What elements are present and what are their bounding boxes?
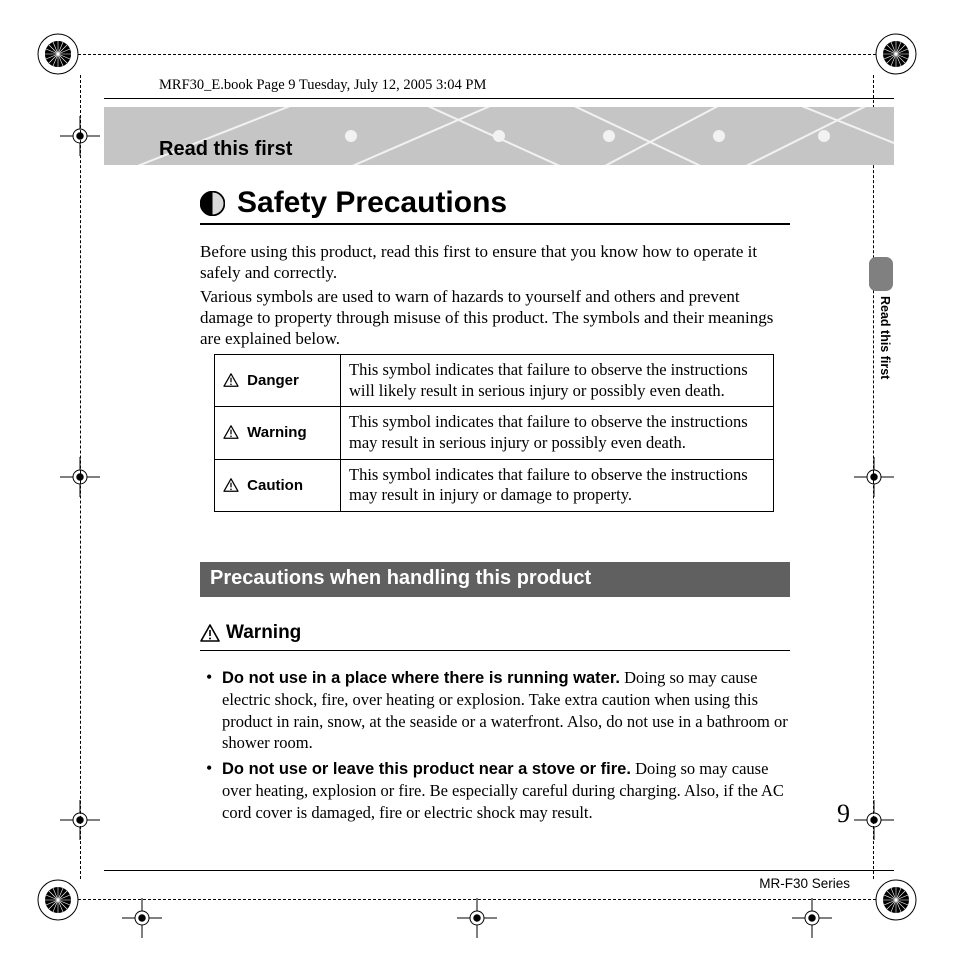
crop-guide	[78, 899, 876, 900]
list-item: Do not use or leave this product near a …	[200, 758, 790, 823]
intro-p1: Before using this product, read this fir…	[200, 241, 790, 284]
list-item: Do not use in a place where there is run…	[200, 667, 790, 754]
page-number: 9	[837, 799, 850, 829]
warning-lead: Do not use or leave this product near a …	[222, 760, 631, 778]
table-row: Warning This symbol indicates that failur…	[215, 407, 774, 459]
symbol-desc-cell: This symbol indicates that failure to ob…	[341, 459, 774, 511]
crop-mark-icon	[854, 457, 894, 497]
page-title: Safety Precautions	[237, 186, 507, 220]
footer-rule	[104, 870, 894, 871]
table-row: Danger This symbol indicates that failure…	[215, 355, 774, 407]
crop-guide	[80, 75, 81, 879]
crop-mark-icon	[792, 898, 832, 938]
symbol-label: Caution	[247, 477, 303, 494]
symbol-table: Danger This symbol indicates that failure…	[214, 354, 774, 512]
intro-text: Before using this product, read this fir…	[200, 241, 790, 349]
thumb-tab-label: Read this first	[878, 296, 892, 379]
series-label: MR-F30 Series	[759, 876, 850, 891]
header-rule	[104, 98, 894, 99]
registration-mark-icon	[36, 878, 80, 922]
warning-rule	[200, 650, 790, 651]
registration-mark-icon	[874, 32, 918, 76]
symbol-desc-cell: This symbol indicates that failure to ob…	[341, 407, 774, 459]
crop-mark-icon	[457, 898, 497, 938]
page-title-row: Safety Precautions	[200, 186, 507, 220]
symbol-label: Danger	[247, 372, 299, 389]
warning-triangle-icon	[200, 624, 220, 642]
banner-label: Read this first	[159, 138, 292, 161]
symbol-label: Warning	[247, 424, 306, 441]
crop-guide	[78, 54, 876, 55]
symbol-label-cell: Caution	[215, 459, 341, 511]
symbol-desc-cell: This symbol indicates that failure to ob…	[341, 355, 774, 407]
warning-heading-text: Warning	[226, 622, 301, 644]
table-row: Caution This symbol indicates that failur…	[215, 459, 774, 511]
section-heading-bar: Precautions when handling this product	[200, 562, 790, 597]
registration-mark-icon	[874, 878, 918, 922]
section-banner: Read this first	[104, 107, 894, 165]
warning-heading: Warning	[200, 622, 301, 644]
crop-guide	[873, 75, 874, 879]
thumb-tab	[869, 257, 893, 291]
crop-mark-icon	[122, 898, 162, 938]
symbol-label-cell: Warning	[215, 407, 341, 459]
warning-lead: Do not use in a place where there is run…	[222, 669, 620, 687]
crop-mark-icon	[854, 800, 894, 840]
header-meta: MRF30_E.book Page 9 Tuesday, July 12, 20…	[159, 77, 486, 94]
title-rule	[200, 223, 790, 225]
registration-mark-icon	[36, 32, 80, 76]
title-bullet-icon	[200, 191, 225, 216]
symbol-label-cell: Danger	[215, 355, 341, 407]
intro-p2: Various symbols are used to warn of haza…	[200, 286, 790, 350]
warning-list: Do not use in a place where there is run…	[200, 667, 790, 827]
